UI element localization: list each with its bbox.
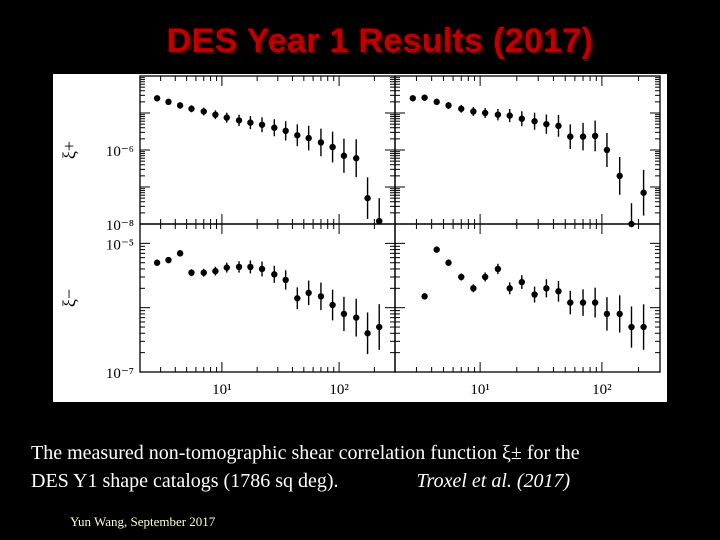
data-point	[567, 299, 574, 306]
data-point	[458, 105, 465, 112]
data-point	[481, 109, 489, 117]
data-point	[212, 111, 219, 118]
data-point	[591, 132, 599, 140]
data-point	[271, 124, 278, 131]
data-point	[494, 111, 502, 118]
data-point	[153, 259, 161, 266]
data-point	[481, 273, 489, 281]
data-point	[628, 323, 635, 331]
data-point	[340, 152, 348, 159]
data-point	[458, 273, 465, 281]
correlation-panels: 10⁻⁶ 10⁻⁸ ξ+ 10⁻⁵ 10⁻⁷ 10¹ 10² ξ− 10¹ 10²	[59, 75, 661, 398]
data-point	[640, 189, 647, 196]
caption-line-1: The measured non-tomographic shear corre…	[31, 442, 580, 464]
data-point	[176, 250, 184, 257]
data-point	[531, 291, 538, 298]
data-point	[555, 288, 562, 295]
data-point	[247, 263, 254, 271]
data-point	[591, 299, 599, 306]
data-point	[603, 146, 611, 154]
data-point	[640, 323, 647, 331]
data-point	[543, 120, 550, 128]
data-point	[223, 114, 230, 121]
data-point	[188, 269, 195, 276]
data-point	[518, 115, 526, 122]
data-point	[235, 263, 243, 271]
data-point	[518, 278, 526, 286]
slide-title: DES Year 1 Results (2017)	[166, 22, 594, 60]
citation: Troxel et al. (2017)	[416, 470, 571, 492]
data-point	[353, 155, 360, 162]
data-point	[282, 276, 289, 284]
data-point	[531, 118, 538, 125]
data-point	[294, 132, 301, 139]
data-point	[305, 289, 312, 297]
x-tick-label: 10²	[329, 382, 349, 398]
y-tick-label: 10⁻⁷	[106, 366, 134, 382]
data-point	[494, 265, 502, 273]
data-point	[616, 310, 623, 318]
data-point	[555, 122, 562, 130]
data-point	[340, 310, 348, 318]
data-point	[433, 98, 440, 106]
data-point	[294, 295, 301, 302]
panel-frame-top-right	[394, 75, 661, 225]
data-point	[200, 269, 207, 276]
data-point	[258, 265, 266, 273]
data-point	[317, 139, 325, 146]
data-point	[329, 143, 336, 151]
footer-credit: Yun Wang, September 2017	[70, 514, 216, 529]
data-point	[247, 119, 254, 126]
data-point	[282, 127, 289, 135]
data-point	[421, 94, 428, 101]
data-point	[543, 285, 550, 292]
data-point	[165, 256, 172, 264]
data-point	[376, 217, 383, 225]
x-tick-label: 10¹	[470, 382, 490, 398]
data-point	[506, 285, 513, 292]
data-point	[364, 194, 371, 202]
data-point	[579, 133, 587, 140]
x-tick-label: 10¹	[212, 382, 232, 398]
y-axis-label: ξ+	[59, 141, 79, 159]
data-point	[165, 98, 172, 106]
data-point	[364, 330, 371, 337]
x-tick-label: 10²	[592, 382, 612, 398]
data-point	[188, 105, 195, 112]
panel-frame-bottom-left	[139, 223, 396, 373]
data-point	[235, 117, 243, 124]
data-point	[579, 299, 587, 306]
y-tick-label: 10⁻⁵	[106, 237, 134, 253]
data-point	[200, 108, 207, 115]
data-point	[376, 323, 383, 331]
data-point	[409, 95, 416, 102]
data-point	[603, 310, 611, 318]
y-axis-label: ξ−	[59, 289, 79, 307]
data-point	[433, 246, 440, 253]
data-point	[616, 172, 623, 180]
data-point	[421, 293, 428, 300]
data-point	[445, 102, 452, 109]
data-point	[153, 95, 161, 102]
data-point	[258, 121, 266, 128]
data-point	[317, 293, 325, 300]
data-point	[176, 102, 184, 109]
shear-correlation-figure: 10⁻⁶ 10⁻⁸ ξ+ 10⁻⁵ 10⁻⁷ 10¹ 10² ξ− 10¹ 10²	[53, 74, 667, 402]
data-point	[329, 301, 336, 309]
caption-line-2: DES Y1 shape catalogs (1786 sq deg).	[31, 470, 339, 492]
data-point	[470, 285, 477, 292]
data-point	[271, 271, 278, 278]
figure-caption: The measured non-tomographic shear corre…	[31, 439, 711, 495]
data-point	[305, 134, 312, 142]
data-point	[567, 133, 574, 140]
data-point	[212, 267, 219, 275]
data-point	[223, 264, 230, 271]
panel-frame-bottom-right	[394, 223, 661, 373]
data-point	[470, 108, 477, 115]
data-point	[506, 112, 513, 119]
y-tick-label: 10⁻⁶	[106, 144, 134, 160]
data-point	[353, 314, 360, 321]
data-point	[445, 259, 452, 266]
y-tick-label: 10⁻⁸	[106, 218, 134, 234]
